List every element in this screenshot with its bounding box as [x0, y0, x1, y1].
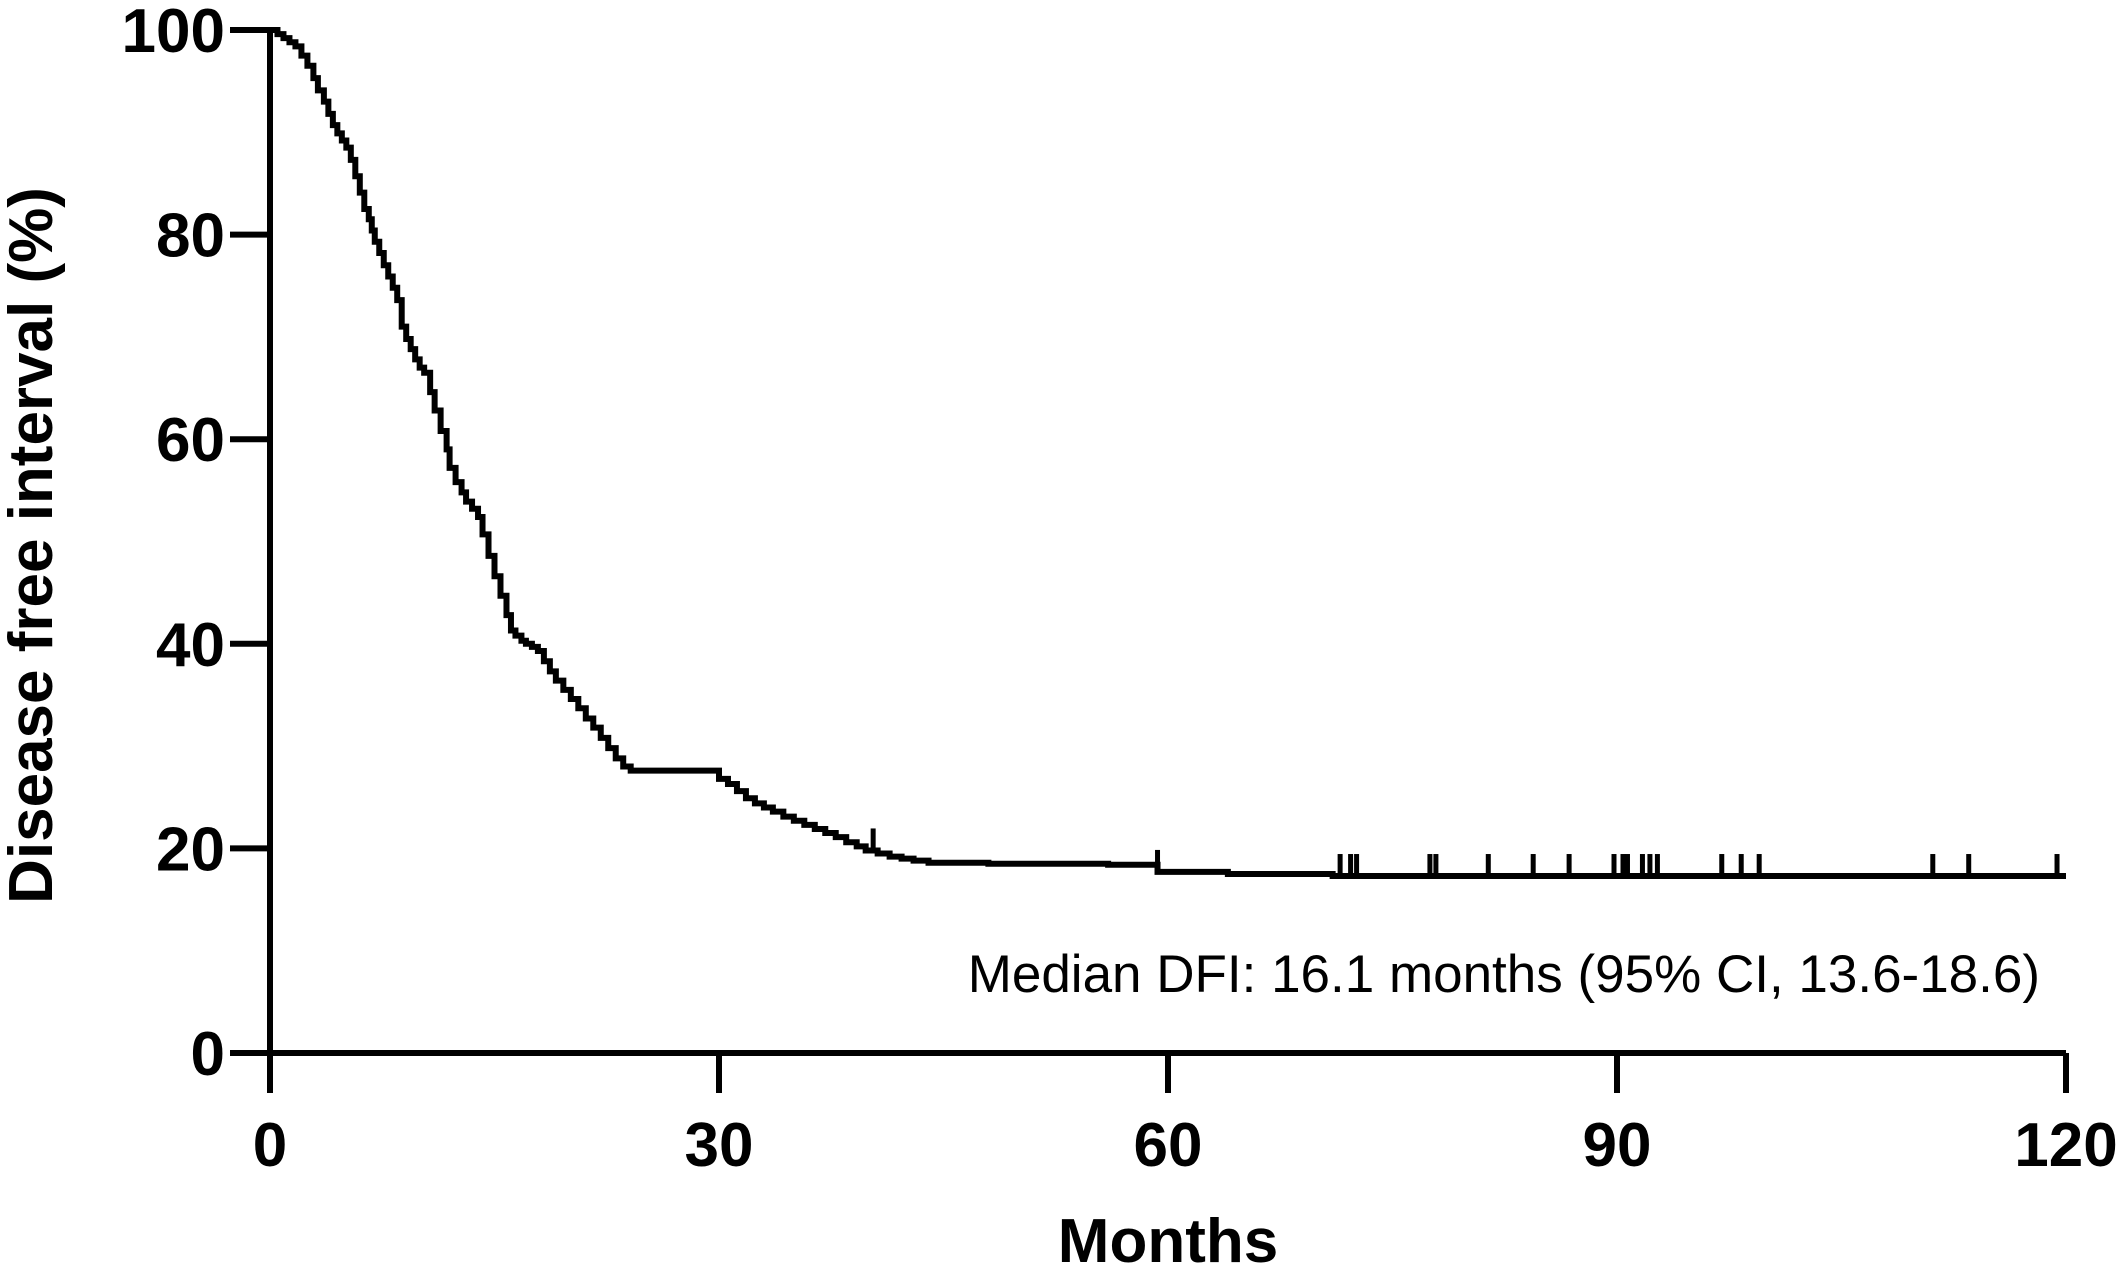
y-tick-label: 100 [122, 0, 225, 66]
median-annotation: Median DFI: 16.1 months (95% CI, 13.6-18… [968, 945, 2040, 1004]
y-axis-title: Disease free interval (%) [0, 187, 66, 904]
y-tick-label: 0 [191, 1020, 225, 1089]
x-tick-label: 0 [253, 1111, 287, 1180]
x-axis-title: Months [1058, 1207, 1278, 1268]
y-tick-label: 80 [156, 202, 225, 271]
x-tick-label: 120 [2014, 1111, 2117, 1180]
y-tick-label: 40 [156, 611, 225, 680]
x-tick-label: 30 [685, 1111, 754, 1180]
axes [267, 30, 2066, 1056]
survival-curve [270, 27, 2066, 880]
y-tick-label: 20 [156, 815, 225, 884]
censor-marks [870, 828, 2060, 879]
x-tick-label: 90 [1583, 1111, 1652, 1180]
y-tick-label: 60 [156, 406, 225, 475]
curve [270, 27, 2066, 880]
x-tick-label: 60 [1134, 1111, 1203, 1180]
ticks: 0 20 40 60 80 100 0 30 60 90 120 [122, 0, 2118, 1180]
